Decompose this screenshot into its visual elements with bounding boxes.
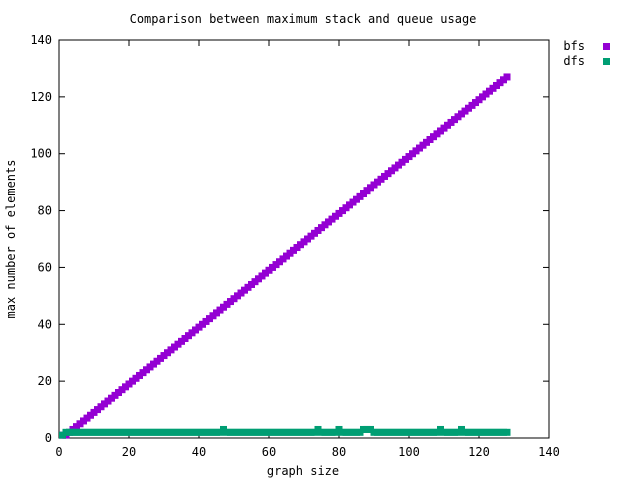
y-tick-label: 100 bbox=[30, 147, 52, 161]
x-tick-label: 120 bbox=[468, 445, 490, 459]
data-points bbox=[59, 73, 511, 439]
y-tick-label: 0 bbox=[45, 431, 52, 445]
x-tick-label: 20 bbox=[122, 445, 136, 459]
y-axis-ticks: 0 20 40 60 80 100 120 140 bbox=[30, 33, 549, 445]
data-point-bfs bbox=[503, 73, 511, 81]
x-tick-label: 80 bbox=[332, 445, 346, 459]
x-tick-label: 0 bbox=[55, 445, 62, 459]
y-tick-label: 40 bbox=[38, 317, 52, 331]
y-axis-label: max number of elements bbox=[4, 160, 18, 319]
plot-frame bbox=[58, 39, 550, 439]
y-tick-label: 120 bbox=[30, 90, 52, 104]
data-point-dfs bbox=[503, 428, 511, 436]
y-tick-label: 80 bbox=[38, 204, 52, 218]
legend-marker-dfs bbox=[603, 58, 610, 65]
x-tick-label: 100 bbox=[398, 445, 420, 459]
chart-title: Comparison between maximum stack and que… bbox=[130, 12, 477, 26]
legend-label-bfs: bfs bbox=[563, 39, 585, 53]
legend-label-dfs: dfs bbox=[563, 54, 585, 68]
legend-marker-bfs bbox=[603, 43, 610, 50]
x-axis-label: graph size bbox=[267, 464, 339, 478]
y-tick-label: 60 bbox=[38, 260, 52, 274]
y-tick-label: 20 bbox=[38, 374, 52, 388]
x-tick-label: 60 bbox=[262, 445, 276, 459]
legend: bfs dfs bbox=[563, 39, 610, 68]
y-tick-label: 140 bbox=[30, 33, 52, 47]
x-tick-label: 140 bbox=[538, 445, 560, 459]
x-tick-label: 40 bbox=[192, 445, 206, 459]
